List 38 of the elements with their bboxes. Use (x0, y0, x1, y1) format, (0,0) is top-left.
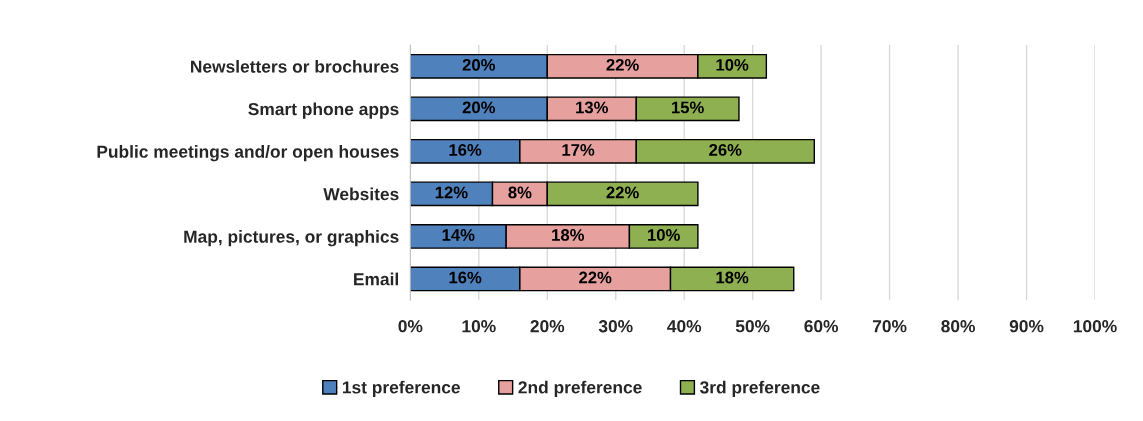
data-label: 18% (716, 271, 749, 284)
data-label: 18% (552, 229, 585, 241)
x-tick-label: 70% (872, 320, 907, 333)
x-tick-label: 0% (398, 320, 423, 333)
data-label: 20% (462, 101, 496, 114)
y-tick-label: Public meetings and/or open houses (97, 145, 399, 162)
data-label: 22% (579, 271, 612, 284)
x-tick-label: 20% (530, 320, 565, 333)
data-label: 13% (576, 101, 609, 114)
data-label: 16% (449, 271, 482, 284)
x-tick-label: 60% (804, 320, 839, 333)
data-label: 15% (671, 101, 704, 114)
data-label: 14% (442, 229, 475, 241)
legend-label: 3rd preference (700, 380, 820, 397)
x-tick-label: 80% (941, 320, 975, 333)
data-label: 10% (648, 229, 680, 241)
x-tick-label: 100% (1073, 320, 1117, 333)
legend-label: 1st preference (342, 380, 460, 397)
data-label: 22% (606, 58, 639, 71)
data-label: 10% (716, 58, 749, 71)
y-tick-label: Map, pictures, or graphics (184, 230, 399, 247)
data-label: 12% (435, 186, 468, 199)
y-tick-label: Websites (323, 187, 399, 201)
data-label: 22% (606, 186, 639, 199)
x-tick-label: 90% (1009, 320, 1044, 333)
x-tick-label: 10% (462, 320, 496, 333)
x-tick-label: 50% (735, 320, 770, 333)
data-label: 8% (508, 186, 532, 199)
y-tick-label: Smart phone apps (248, 102, 399, 119)
data-label: 20% (462, 58, 496, 71)
data-label: 17% (562, 144, 595, 156)
data-label: 26% (709, 144, 742, 156)
data-label: 16% (449, 144, 482, 156)
y-tick-label: Email (354, 272, 398, 286)
legend-label: 2nd preference (518, 380, 642, 397)
x-tick-label: 30% (598, 320, 633, 333)
y-tick-label: Newsletters or brochures (191, 60, 399, 73)
x-tick-label: 40% (667, 320, 702, 333)
